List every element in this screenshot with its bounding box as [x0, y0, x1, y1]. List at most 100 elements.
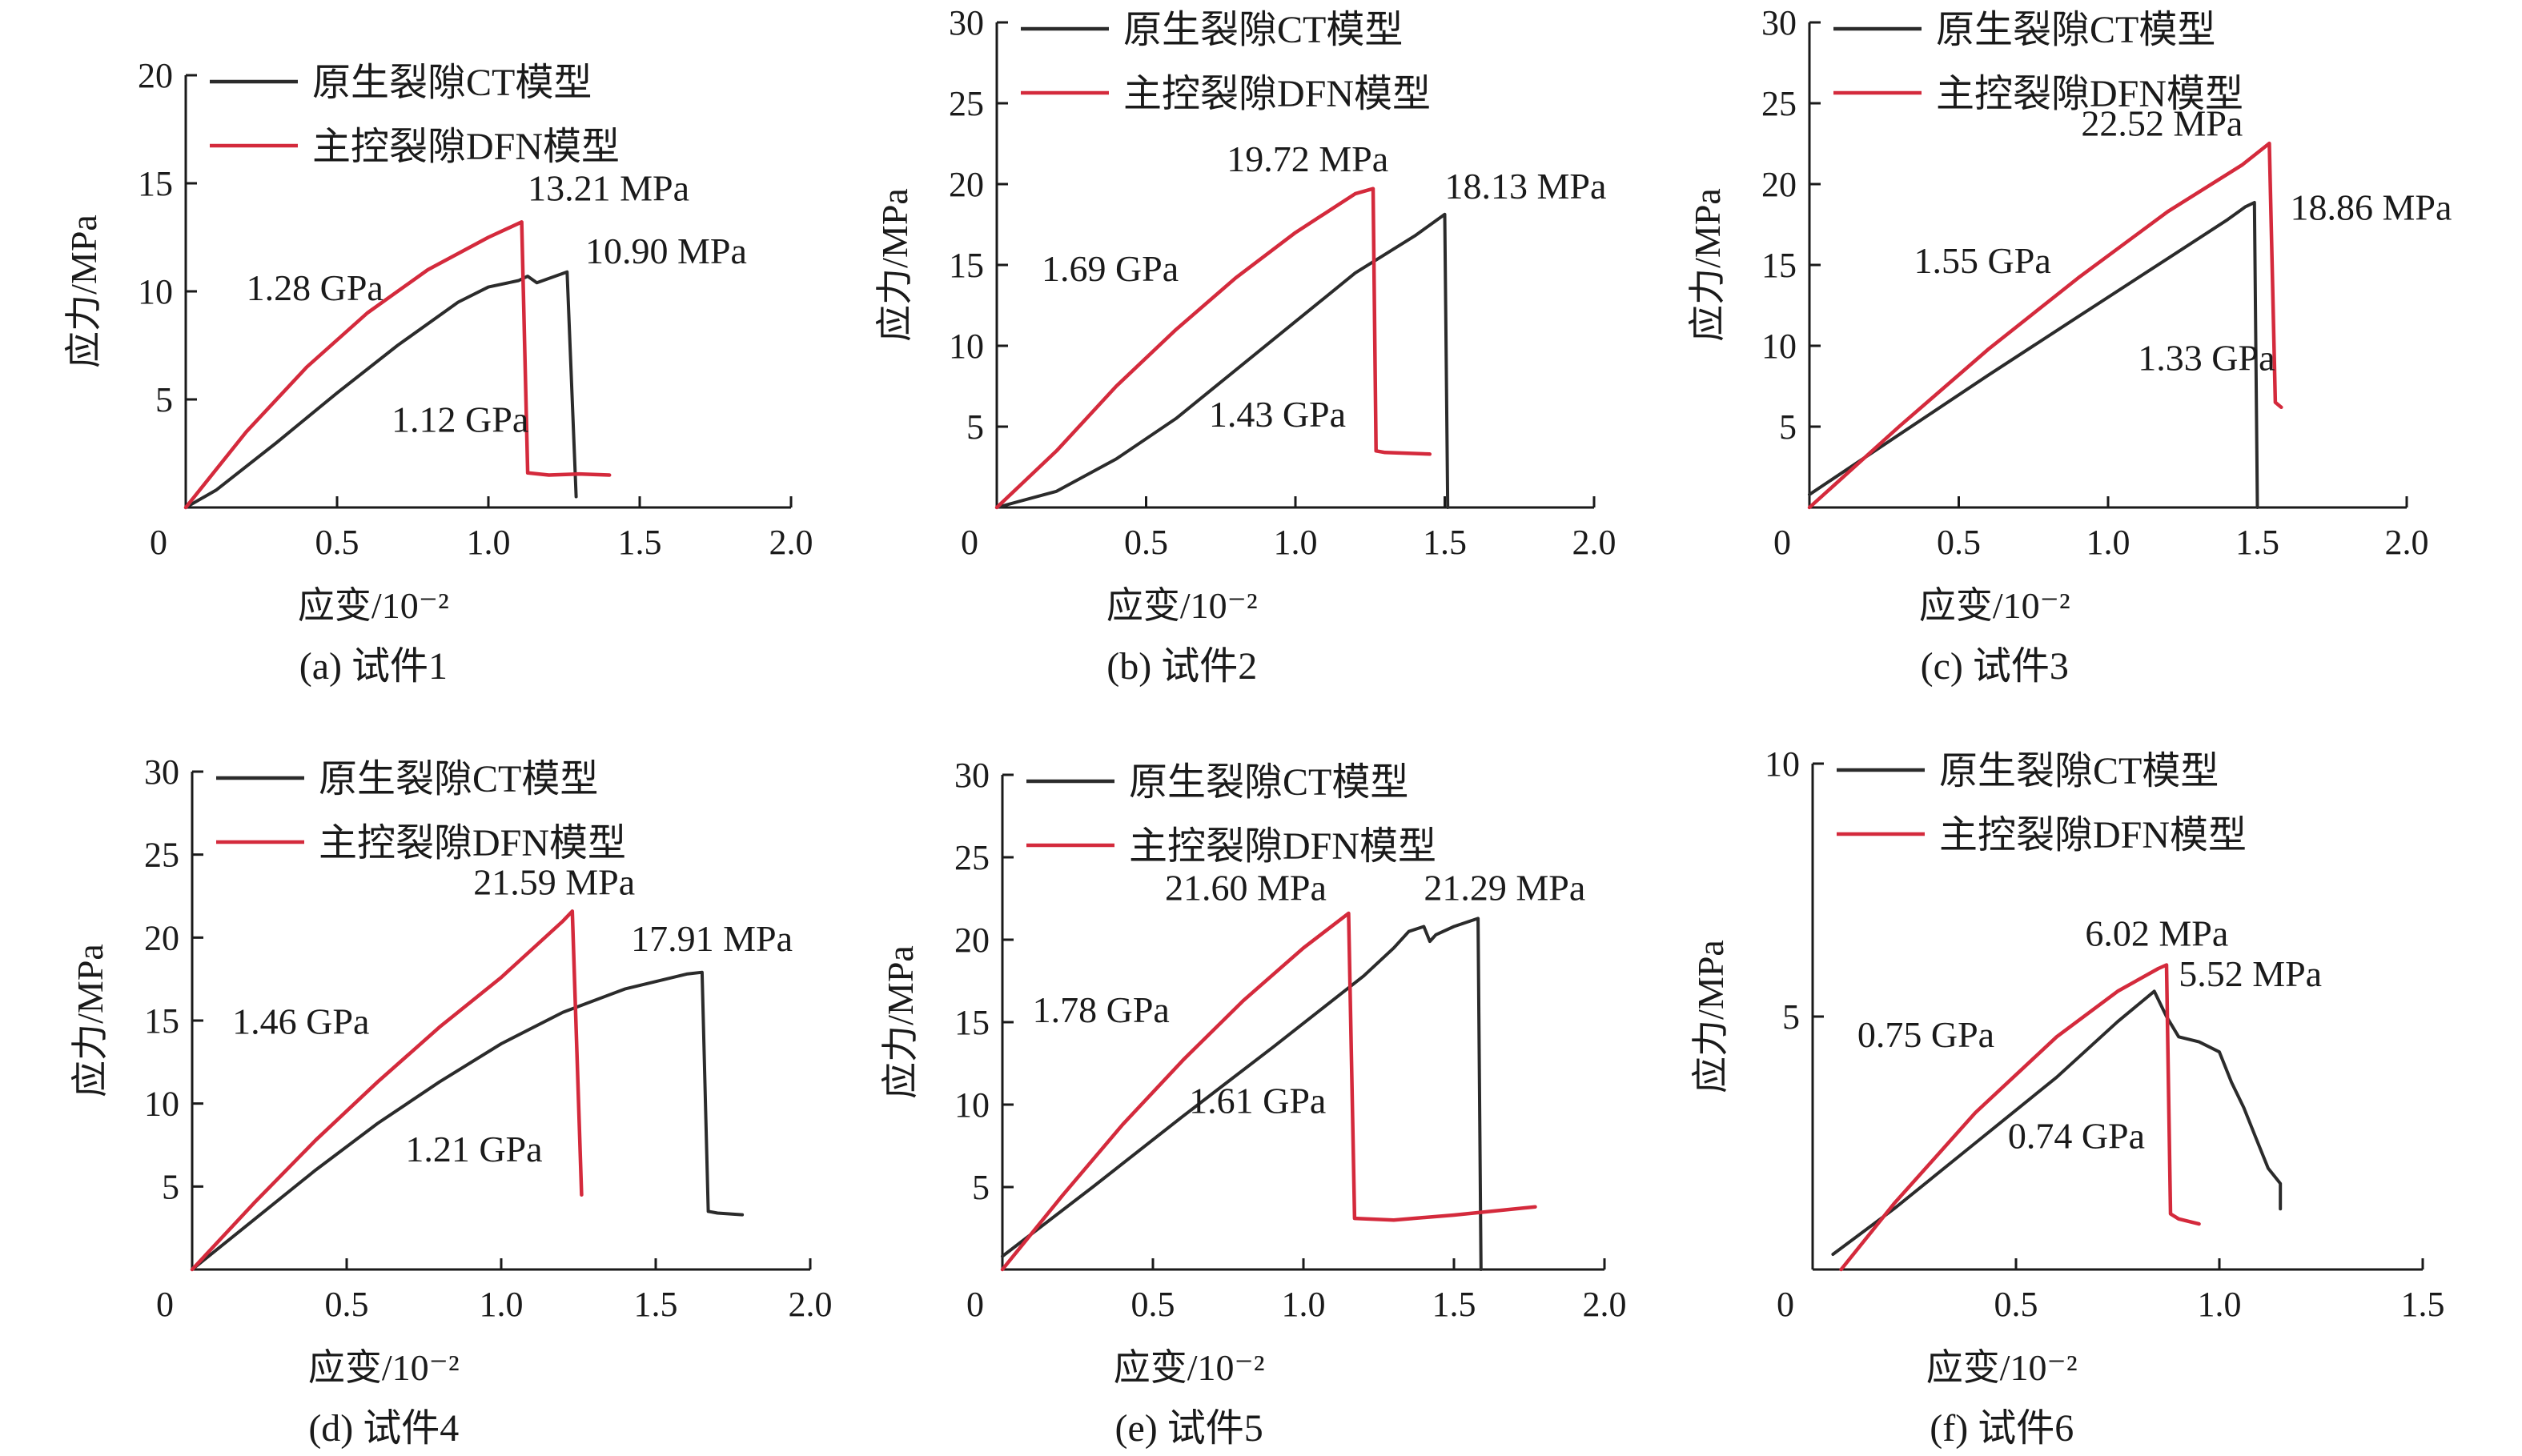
x-tick-label: 1.0: [2086, 523, 2130, 562]
x-tick-label: 0: [156, 1285, 174, 1324]
y-tick-label: 15: [144, 1001, 179, 1041]
x-tick-label: 0.5: [1937, 523, 1981, 562]
x-tick-label: 0.5: [1131, 1285, 1175, 1324]
panel-caption: (b) 试件2: [1106, 645, 1257, 688]
chart-panel-2: 0 0.5 1.0 1.5 2.0 5 10 15 20 25 30 应变/10⁻² 应力/MPa 原生裂…: [874, 3, 1616, 688]
data-annotation: 10.90 MPa: [585, 231, 747, 271]
ct-model-series-line: [184, 270, 578, 509]
y-tick-label: 5: [1779, 407, 1797, 447]
legend-entry: 主控裂隙DFN模型: [319, 822, 626, 864]
x-axis-label: 应变/10⁻²: [1114, 1347, 1265, 1388]
dfn-model-series-line: [994, 187, 1432, 510]
x-tick-label: 2.0: [769, 523, 813, 562]
panels: 0 0.5 1.0 1.5 2.0 5 10 15 20 应变/10⁻² 应力/MPa 原生裂隙CT模…: [63, 3, 2452, 1450]
x-tick-label: 1.5: [2235, 523, 2279, 562]
x-tick-label: 1.0: [1274, 523, 1318, 562]
chart-panel-3: 0 0.5 1.0 1.5 2.0 5 10 15 20 25 30 应变/10⁻² 应力/MPa 原生裂…: [1687, 3, 2452, 688]
data-annotation: 21.29 MPa: [1424, 868, 1585, 908]
y-tick-label: 25: [949, 84, 984, 123]
data-annotation: 6.02 MPa: [2085, 913, 2228, 954]
data-annotation: 1.61 GPa: [1189, 1080, 1326, 1121]
y-axis-label: 应力/MPa: [70, 944, 110, 1097]
y-tick-label: 30: [1761, 3, 1797, 42]
data-annotation: 0.75 GPa: [1857, 1014, 1994, 1055]
panel-caption: (a) 试件1: [299, 645, 448, 688]
panel-caption: (c) 试件3: [1921, 645, 2069, 688]
y-tick-label: 15: [949, 246, 984, 285]
data-annotation: 1.55 GPa: [1914, 240, 2051, 281]
dfn-model-series-line: [190, 909, 584, 1272]
x-tick-label: 0: [1773, 523, 1791, 562]
x-tick-label: 0: [961, 523, 978, 562]
y-axis-label: 应力/MPa: [1687, 188, 1728, 342]
chart-panel-6: 0 0.5 1.0 1.5 5 10 应变/10⁻² 应力/MPa 原生裂隙CT模型主控裂隙DF…: [1690, 744, 2445, 1450]
y-tick-label: 10: [144, 1085, 179, 1124]
y-axis-label: 应力/MPa: [874, 188, 915, 342]
data-annotation: 22.52 MPa: [2081, 102, 2243, 143]
dfn-model-series-line: [1000, 911, 1537, 1272]
y-tick-label: 30: [949, 3, 984, 42]
ct-model-series-line: [1808, 201, 2259, 509]
y-tick-label: 10: [954, 1085, 990, 1125]
x-tick-label: 1.0: [2198, 1285, 2242, 1324]
data-annotation: 0.74 GPa: [2008, 1115, 2145, 1156]
x-tick-label: 2.0: [1572, 523, 1616, 562]
legend-entry: 原生裂隙CT模型: [1123, 9, 1403, 51]
y-tick-label: 20: [954, 921, 990, 960]
y-tick-label: 10: [949, 327, 984, 366]
data-annotation: 1.21 GPa: [405, 1129, 542, 1169]
x-tick-label: 0.5: [1994, 1285, 2038, 1324]
legend-entry: 原生裂隙CT模型: [1939, 750, 2219, 792]
y-tick-label: 15: [138, 164, 173, 203]
chart-panel-5: 0 0.5 1.0 1.5 2.0 5 10 15 20 25 30 应变/10⁻² 应力/MPa 原生裂…: [880, 756, 1627, 1450]
x-tick-label: 0: [966, 1285, 984, 1324]
x-tick-label: 1.5: [2401, 1285, 2445, 1324]
y-tick-label: 15: [1761, 246, 1797, 285]
data-annotation: 1.69 GPa: [1042, 248, 1179, 289]
data-annotation: 21.59 MPa: [473, 861, 635, 902]
y-tick-label: 30: [144, 752, 179, 792]
data-annotation: 18.86 MPa: [2291, 187, 2452, 227]
data-annotation: 1.78 GPa: [1033, 989, 1170, 1030]
legend-entry: 原生裂隙CT模型: [312, 62, 592, 104]
legend-entry: 原生裂隙CT模型: [319, 758, 598, 800]
ct-model-series-line: [191, 970, 745, 1271]
legend-entry: 主控裂隙DFN模型: [1123, 73, 1431, 115]
y-tick-label: 20: [144, 918, 179, 957]
y-tick-label: 5: [966, 407, 984, 447]
x-tick-label: 0.5: [325, 1285, 369, 1324]
x-tick-label: 0.5: [315, 523, 359, 562]
ct-model-series-line: [1001, 917, 1483, 1271]
dfn-model-series-line: [1807, 141, 2283, 510]
x-tick-label: 1.5: [634, 1285, 678, 1324]
y-tick-label: 20: [1761, 165, 1797, 204]
legend-entry: 主控裂隙DFN模型: [312, 126, 620, 168]
x-tick-label: 0: [1777, 1285, 1794, 1324]
y-tick-label: 20: [138, 56, 173, 95]
chart-panel-1: 0 0.5 1.0 1.5 2.0 5 10 15 20 应变/10⁻² 应力/MPa 原生裂隙CT模…: [63, 56, 813, 688]
x-tick-label: 2.0: [789, 1285, 833, 1324]
y-tick-label: 5: [155, 380, 173, 419]
data-annotation: 5.52 MPa: [2179, 953, 2322, 994]
x-tick-label: 1.5: [618, 523, 662, 562]
x-tick-label: 1.5: [1432, 1285, 1476, 1324]
data-annotation: 13.21 MPa: [528, 168, 689, 209]
x-axis-label: 应变/10⁻²: [1919, 585, 2070, 626]
legend-entry: 原生裂隙CT模型: [1129, 761, 1408, 804]
y-tick-label: 10: [1765, 744, 1800, 784]
x-axis-label: 应变/10⁻²: [1106, 585, 1258, 626]
y-tick-label: 25: [144, 836, 179, 875]
y-tick-label: 15: [954, 1003, 990, 1042]
x-tick-label: 0.5: [1124, 523, 1168, 562]
y-axis-label: 应力/MPa: [1690, 940, 1731, 1093]
chart-panel-4: 0 0.5 1.0 1.5 2.0 5 10 15 20 25 30 应变/10⁻² 应力/MPa 原生裂…: [70, 752, 833, 1450]
data-annotation: 18.13 MPa: [1445, 166, 1607, 207]
data-annotation: 1.43 GPa: [1209, 394, 1346, 435]
y-axis-label: 应力/MPa: [880, 945, 921, 1099]
x-tick-label: 0: [150, 523, 167, 562]
legend-entry: 主控裂隙DFN模型: [1939, 814, 2247, 856]
x-tick-label: 1.5: [1423, 523, 1467, 562]
data-annotation: 17.91 MPa: [631, 918, 793, 959]
dfn-model-series-line: [183, 220, 612, 510]
